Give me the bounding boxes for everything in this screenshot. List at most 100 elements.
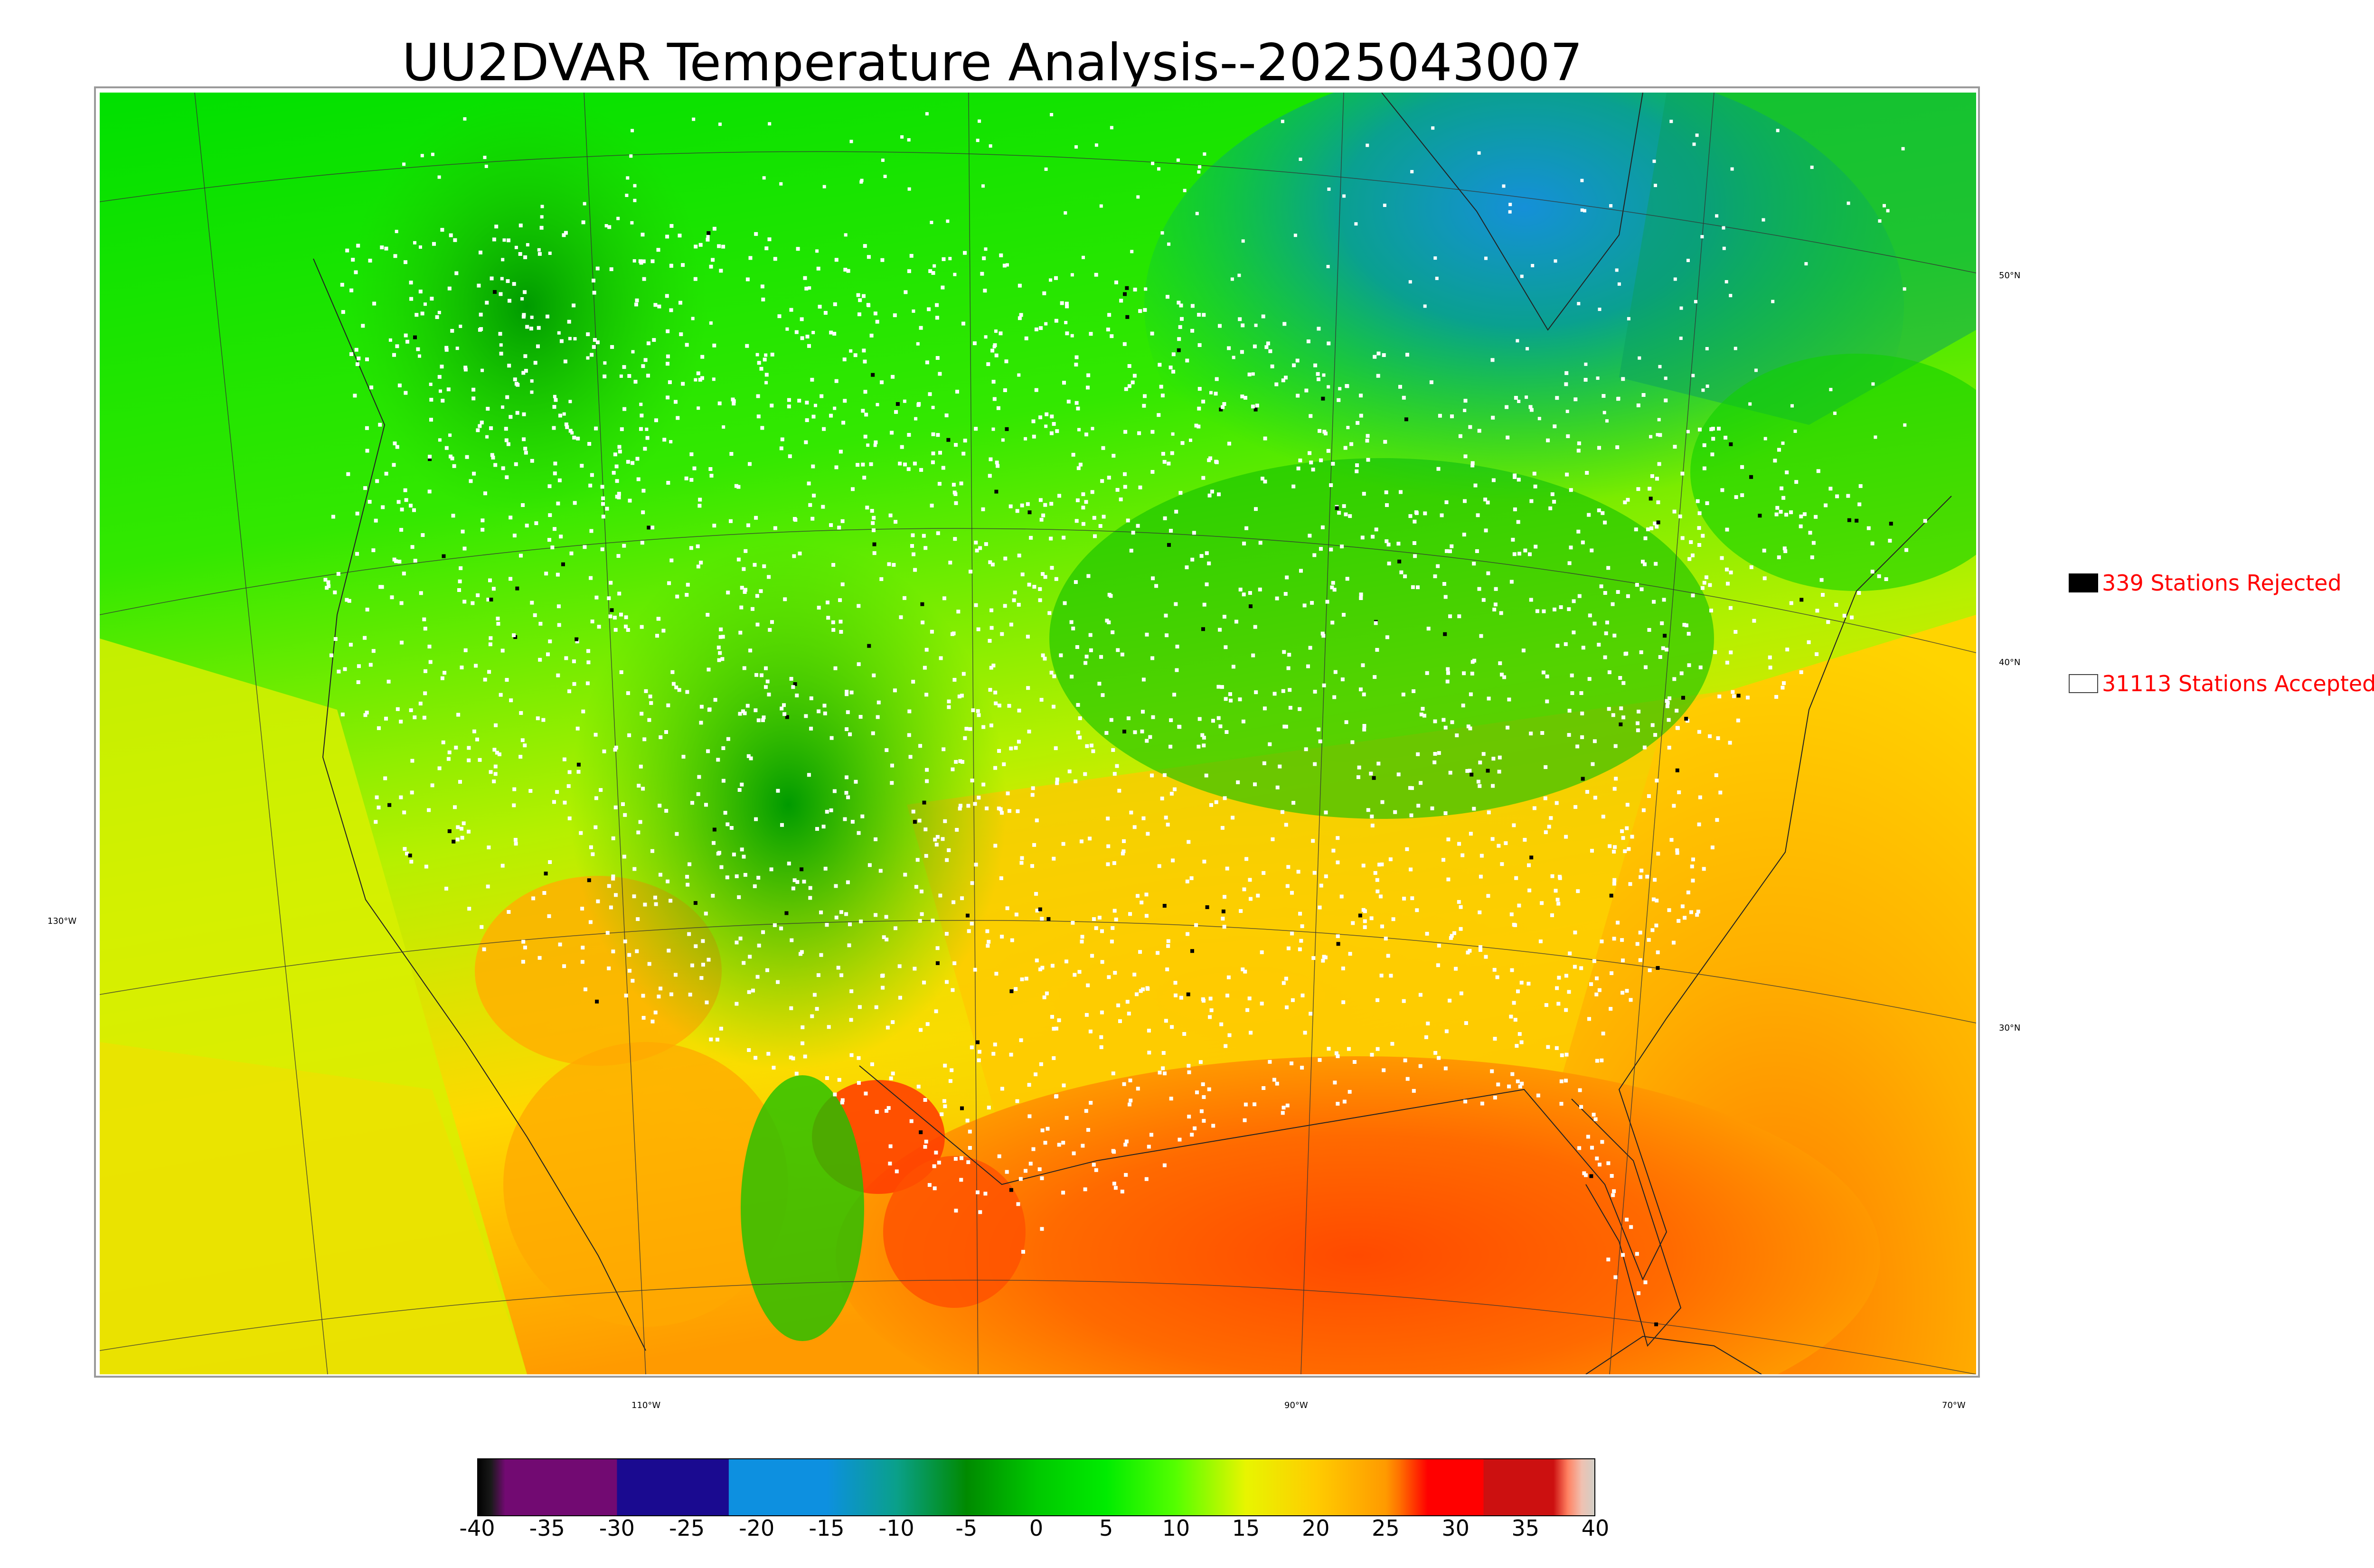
station-rejected xyxy=(1847,518,1851,522)
station-accepted xyxy=(886,1106,891,1110)
station-rejected xyxy=(1654,1322,1658,1326)
station-accepted xyxy=(610,345,614,349)
station-accepted xyxy=(617,492,621,496)
station-accepted xyxy=(1121,851,1125,855)
station-accepted xyxy=(1144,287,1148,291)
station-accepted xyxy=(1044,322,1048,326)
station-accepted xyxy=(1621,681,1626,685)
station-accepted xyxy=(953,272,957,276)
station-accepted xyxy=(1437,943,1441,948)
station-accepted xyxy=(1475,549,1479,553)
station-accepted xyxy=(1065,304,1069,309)
station-accepted xyxy=(903,873,907,877)
station-accepted xyxy=(1616,920,1620,925)
station-rejected xyxy=(1009,989,1014,994)
station-accepted xyxy=(1175,645,1179,648)
station-accepted xyxy=(1362,724,1366,728)
station-accepted xyxy=(1708,734,1712,738)
station-accepted xyxy=(1324,432,1328,436)
station-accepted xyxy=(1585,471,1589,475)
station-accepted xyxy=(1311,956,1316,960)
station-accepted xyxy=(1664,398,1668,403)
station-accepted xyxy=(378,423,382,427)
station-accepted xyxy=(1208,1015,1212,1019)
station-accepted xyxy=(538,621,543,626)
station-accepted xyxy=(1516,1079,1520,1083)
station-accepted xyxy=(1124,387,1128,391)
station-accepted xyxy=(1478,761,1482,765)
station-accepted xyxy=(1099,204,1103,208)
station-accepted xyxy=(340,713,345,716)
station-accepted xyxy=(1583,209,1586,213)
station-accepted xyxy=(1573,397,1578,402)
station-accepted xyxy=(666,329,670,333)
station-accepted xyxy=(1794,480,1799,484)
station-accepted xyxy=(696,792,700,796)
station-accepted xyxy=(1044,167,1048,171)
station-accepted xyxy=(827,1025,831,1029)
station-accepted xyxy=(1509,580,1514,584)
station-accepted xyxy=(518,223,523,227)
station-accepted xyxy=(1306,664,1310,668)
station-accepted xyxy=(556,573,560,577)
station-accepted xyxy=(1118,1019,1122,1023)
station-accepted xyxy=(480,518,485,523)
station-accepted xyxy=(485,435,489,439)
station-accepted xyxy=(1240,394,1244,399)
station-accepted xyxy=(1209,1008,1214,1013)
station-accepted xyxy=(1355,469,1359,473)
station-accepted xyxy=(1359,394,1363,398)
station-accepted xyxy=(1402,395,1406,400)
station-accepted xyxy=(1086,983,1090,987)
station-accepted xyxy=(726,737,730,741)
station-accepted xyxy=(1202,859,1206,864)
station-accepted xyxy=(739,605,744,610)
station-accepted xyxy=(769,867,773,872)
station-accepted xyxy=(795,694,799,697)
graticule-lon-110 xyxy=(584,93,646,1374)
station-accepted xyxy=(1573,965,1577,969)
station-accepted xyxy=(873,311,877,316)
station-accepted xyxy=(1042,291,1046,295)
station-accepted xyxy=(1580,178,1584,182)
station-accepted xyxy=(1292,363,1296,367)
station-accepted xyxy=(923,666,927,670)
station-accepted xyxy=(630,221,634,225)
station-accepted xyxy=(1363,925,1367,930)
station-accepted xyxy=(829,330,833,335)
station-accepted xyxy=(1124,1173,1128,1177)
station-accepted xyxy=(1443,1066,1448,1070)
station-accepted xyxy=(1675,848,1679,853)
station-accepted xyxy=(913,568,917,572)
station-accepted xyxy=(879,577,884,581)
station-accepted xyxy=(1197,343,1202,347)
station-accepted xyxy=(1781,496,1786,500)
station-accepted xyxy=(627,374,631,378)
station-accepted xyxy=(1035,958,1039,963)
station-accepted xyxy=(919,326,923,330)
station-accepted xyxy=(1655,525,1659,529)
station-accepted xyxy=(1002,762,1006,766)
station-accepted xyxy=(807,481,811,486)
station-accepted xyxy=(820,394,824,398)
station-accepted xyxy=(1016,809,1020,813)
station-accepted xyxy=(1483,498,1488,502)
station-accepted xyxy=(1683,916,1687,920)
station-accepted xyxy=(838,620,843,624)
station-accepted xyxy=(1564,371,1569,375)
station-accepted xyxy=(640,541,644,545)
station-accepted xyxy=(1700,235,1704,239)
station-accepted xyxy=(721,746,725,750)
station-accepted xyxy=(1242,592,1246,597)
station-accepted xyxy=(1202,735,1206,740)
station-accepted xyxy=(1313,762,1317,766)
station-accepted xyxy=(1550,492,1554,497)
station-accepted xyxy=(861,462,865,467)
station-accepted xyxy=(397,383,402,387)
station-accepted xyxy=(891,1071,895,1076)
station-accepted xyxy=(602,749,606,753)
station-accepted xyxy=(857,604,861,608)
station-accepted xyxy=(1260,1002,1264,1005)
station-accepted xyxy=(456,825,460,829)
station-accepted xyxy=(746,523,750,527)
